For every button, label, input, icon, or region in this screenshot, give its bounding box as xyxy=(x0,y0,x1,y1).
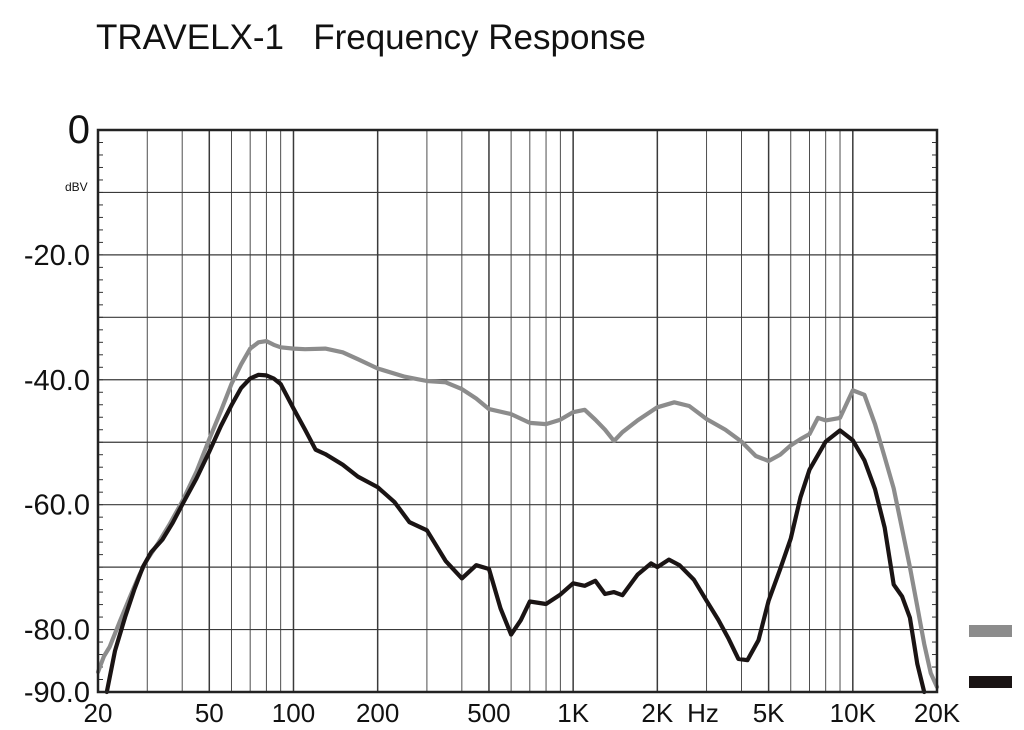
y-tick-label: -40.0 xyxy=(24,365,90,397)
x-tick-label: 500 xyxy=(467,698,510,728)
series-layer xyxy=(95,339,940,695)
x-tick-label: 100 xyxy=(272,698,315,728)
series-line-1 xyxy=(95,339,940,690)
y-tick-label: -90.0 xyxy=(24,677,90,709)
x-axis-ticks: 20 50 100 200 500 1K 2K 5K 10K 20K xyxy=(84,698,961,728)
series-line-2 xyxy=(104,372,927,695)
y-unit-label: dBV xyxy=(65,180,88,194)
y-tick-label: 0 xyxy=(68,108,90,152)
legend-swatch-1 xyxy=(969,625,1012,637)
legend-swatch-2 xyxy=(969,676,1012,688)
y-axis-ticks: 0 -20.0 -40.0 -60.0 -80.0 -90.0 xyxy=(24,108,90,709)
y-tick-label: -60.0 xyxy=(24,490,90,522)
x-tick-label: 2K xyxy=(641,698,673,728)
x-unit-label: Hz xyxy=(687,698,719,728)
grid-lines xyxy=(98,130,937,692)
y-tick-label: -80.0 xyxy=(24,615,90,647)
x-tick-label: 20 xyxy=(84,698,113,728)
x-tick-label: 10K xyxy=(830,698,877,728)
x-tick-label: 50 xyxy=(195,698,224,728)
chart-title: TRAVELX-1 Frequency Response xyxy=(96,18,646,57)
x-tick-label: 1K xyxy=(557,698,589,728)
y-tick-label: -20.0 xyxy=(24,240,90,272)
x-tick-label: 200 xyxy=(356,698,399,728)
x-tick-label: 20K xyxy=(914,698,961,728)
x-tick-label: 5K xyxy=(753,698,785,728)
legend xyxy=(969,625,1012,688)
plot-frame xyxy=(96,128,939,694)
